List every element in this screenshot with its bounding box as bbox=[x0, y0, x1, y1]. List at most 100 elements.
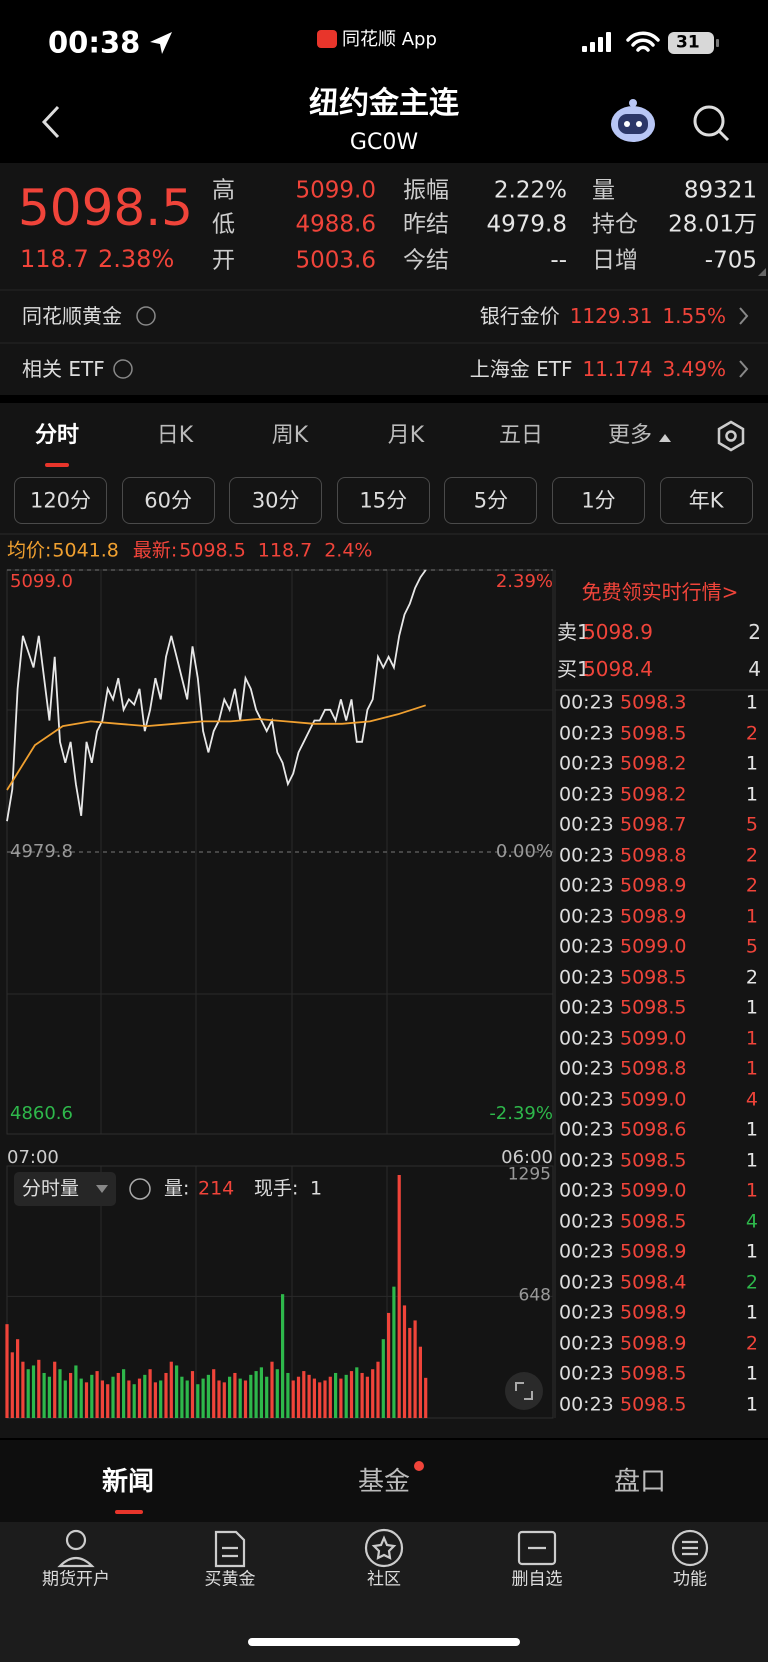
volume-bar bbox=[312, 1378, 316, 1418]
volume-bar bbox=[100, 1380, 104, 1418]
tick-qty: 5 bbox=[745, 935, 758, 958]
volume-bar bbox=[349, 1371, 354, 1418]
chevron[interactable] bbox=[739, 360, 749, 378]
volume-bar bbox=[143, 1374, 147, 1418]
average-line bbox=[6, 704, 426, 791]
app-icon bbox=[317, 30, 337, 48]
volume-bar bbox=[408, 1327, 412, 1418]
tick-time: 00:23 bbox=[559, 691, 614, 714]
last-price: 5098.5 bbox=[18, 179, 193, 237]
tick-price: 5099.0 bbox=[620, 935, 687, 958]
tick-time: 00:23 bbox=[559, 1088, 614, 1110]
field-label: 日增 bbox=[592, 247, 638, 274]
period-button[interactable] bbox=[121, 477, 215, 524]
period-button[interactable] bbox=[14, 477, 107, 524]
tick-time: 00:23 bbox=[559, 783, 614, 805]
link-label[interactable]: 相关 ETF bbox=[22, 357, 105, 381]
expand-icon bbox=[515, 1382, 533, 1400]
volume-bar bbox=[164, 1372, 168, 1418]
chevron[interactable] bbox=[739, 307, 749, 325]
period-button[interactable] bbox=[444, 477, 538, 524]
period-label: 5分 bbox=[473, 488, 509, 513]
expand-button[interactable] bbox=[505, 1372, 543, 1410]
period-button[interactable] bbox=[659, 477, 753, 524]
chart-tab[interactable]: 分时 bbox=[34, 423, 79, 448]
search-button[interactable] bbox=[693, 105, 730, 142]
volume-bar bbox=[228, 1376, 232, 1418]
tick-price: 5098.5 bbox=[620, 722, 687, 744]
volume-menu-button[interactable] bbox=[14, 1172, 116, 1206]
link-quote[interactable]: 上海金 ETF 11.174 3.49% bbox=[470, 359, 726, 379]
quote-panel bbox=[0, 163, 768, 395]
tick-time: 00:23 bbox=[559, 1332, 614, 1354]
nav-label[interactable]: 功能 bbox=[673, 1569, 707, 1590]
tick-price: 5098.9 bbox=[620, 1332, 687, 1354]
volume-bar bbox=[328, 1376, 332, 1418]
tick-time: 00:23 bbox=[559, 1057, 614, 1080]
back-button[interactable] bbox=[41, 105, 60, 139]
link-pct: 3.49% bbox=[662, 357, 726, 381]
nav-label[interactable]: 期货开户 bbox=[42, 1569, 110, 1590]
last-price: 5098.5 bbox=[179, 539, 246, 562]
field-label: 开 bbox=[212, 247, 235, 274]
volume-bar bbox=[281, 1294, 285, 1418]
nav-label[interactable]: 删自选 bbox=[511, 1569, 563, 1590]
chart-tab[interactable]: 五日 bbox=[498, 423, 543, 448]
tick-time: 00:23 bbox=[559, 1301, 614, 1324]
volume-bar bbox=[265, 1376, 269, 1418]
period-button[interactable] bbox=[552, 477, 645, 524]
x-tick-label: 06:00 bbox=[501, 1147, 553, 1168]
promo-link[interactable]: 免费领实时行情> bbox=[581, 580, 739, 604]
price-change: 118.7 bbox=[20, 245, 89, 273]
volume-bar bbox=[233, 1372, 237, 1418]
help-icon[interactable] bbox=[136, 306, 156, 326]
tick-price: 5098.9 bbox=[620, 874, 687, 897]
tick-time: 00:23 bbox=[559, 1240, 614, 1263]
settings-button[interactable] bbox=[717, 420, 745, 452]
nav-label[interactable]: 社区 bbox=[367, 1569, 401, 1590]
volume-bar bbox=[116, 1372, 120, 1418]
tick-price: 5098.5 bbox=[620, 996, 687, 1019]
volume-bar bbox=[47, 1376, 51, 1418]
chart-tab[interactable]: 周K bbox=[271, 423, 309, 448]
volume-bar bbox=[381, 1339, 385, 1418]
period-button[interactable] bbox=[229, 477, 323, 524]
volume-bar bbox=[84, 1382, 89, 1418]
volume-label: 量: bbox=[164, 1177, 190, 1200]
x-tick-label: 07:00 bbox=[7, 1147, 59, 1168]
bottom-tab[interactable]: 盘口 bbox=[613, 1467, 666, 1497]
bottom-tab[interactable]: 新闻 bbox=[101, 1467, 154, 1497]
volume-bar bbox=[79, 1378, 83, 1418]
period-button[interactable] bbox=[336, 477, 430, 524]
nav-label[interactable]: 买黄金 bbox=[204, 1569, 256, 1590]
link-label[interactable]: 同花顺黄金 bbox=[22, 304, 122, 328]
tick-qty: 1 bbox=[745, 691, 758, 714]
price-change-pct: 2.38% bbox=[98, 245, 175, 273]
field-value: -- bbox=[550, 247, 567, 274]
link-price: 11.174 bbox=[582, 357, 653, 381]
field-value: 89321 bbox=[683, 177, 757, 204]
help-icon[interactable] bbox=[129, 1178, 151, 1200]
chart-tab[interactable]: 日K bbox=[156, 423, 194, 448]
help-icon[interactable] bbox=[113, 359, 133, 379]
chart-tab[interactable]: 月K bbox=[387, 423, 425, 448]
volume-tick-label: 1295 bbox=[507, 1164, 551, 1185]
wifi-icon bbox=[626, 31, 660, 52]
bottom-tab[interactable]: 基金 bbox=[357, 1467, 410, 1497]
level-label: 买1 bbox=[557, 657, 590, 681]
tick-time: 00:23 bbox=[559, 935, 614, 958]
field-label: 今结 bbox=[403, 247, 449, 274]
assistant-icon[interactable] bbox=[611, 99, 655, 142]
tick-qty: 1 bbox=[745, 1057, 758, 1080]
volume-bar bbox=[424, 1377, 428, 1418]
volume-bar bbox=[132, 1384, 136, 1418]
nav-icon bbox=[517, 1530, 557, 1566]
tick-time: 00:23 bbox=[559, 1210, 614, 1232]
tick-qty: 1 bbox=[745, 1362, 758, 1385]
link-quote[interactable]: 银行金价 1129.31 1.55% bbox=[480, 306, 726, 326]
volume-bar bbox=[90, 1374, 94, 1418]
chart-tab[interactable]: 更多 bbox=[607, 423, 652, 448]
volume-menu[interactable]: 分时量 bbox=[22, 1177, 80, 1200]
change-pct: 2.4% bbox=[324, 539, 373, 562]
